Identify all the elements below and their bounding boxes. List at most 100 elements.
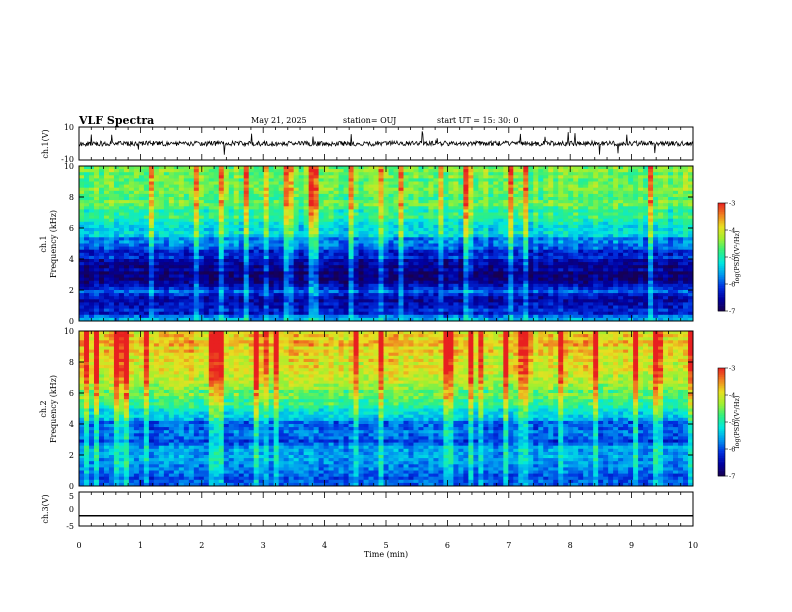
spectrogram-cell xyxy=(93,231,100,235)
spectrogram-cell xyxy=(448,252,454,257)
spectrogram-cell xyxy=(218,169,225,173)
spectrogram-cell xyxy=(93,237,100,241)
spectrogram-cell xyxy=(338,215,344,220)
spectrogram-cell xyxy=(328,184,334,189)
spectrogram-cell xyxy=(113,243,120,247)
spectrogram-cell xyxy=(273,184,280,189)
spectrogram-cell xyxy=(568,286,574,291)
spectrogram-cell xyxy=(238,259,245,263)
spectrogram-cell xyxy=(148,246,155,251)
spectrogram-cell xyxy=(528,166,534,170)
spectrogram-cell xyxy=(363,221,369,226)
spectrogram-cell xyxy=(173,200,180,204)
spectrogram-cell xyxy=(448,193,454,198)
spectrogram-cell xyxy=(633,209,639,213)
spectrogram-cell xyxy=(238,255,245,260)
spectrogram-cell xyxy=(498,274,504,278)
spectrogram-cell xyxy=(508,231,514,235)
spectrogram-cell xyxy=(453,178,459,182)
spectrogram-cell xyxy=(138,237,145,241)
spectrogram-cell xyxy=(393,262,399,266)
spectrogram-cell xyxy=(328,178,334,182)
spectrogram-cell xyxy=(688,286,694,291)
spectrogram-cell xyxy=(178,190,185,195)
spectrogram-cell xyxy=(223,268,230,272)
spectrogram-cell xyxy=(478,193,484,198)
spectrogram-cell xyxy=(323,268,329,272)
spectrogram-cell xyxy=(628,262,634,266)
spectrogram-cell xyxy=(303,178,310,182)
spectrogram-cell xyxy=(253,231,260,235)
spectrogram-cell xyxy=(523,203,529,207)
spectrogram-cell xyxy=(183,271,190,275)
spectrogram-cell xyxy=(408,265,414,269)
spectrogram-cell xyxy=(128,175,135,179)
spectrogram-cell xyxy=(558,212,564,216)
spectrogram-cell xyxy=(618,255,624,260)
spectrogram-cell xyxy=(133,290,140,294)
spectrogram-cell xyxy=(553,249,559,254)
spectrogram-cell xyxy=(188,283,195,288)
spectrogram-cell xyxy=(113,255,120,260)
spectrogram-cell xyxy=(203,172,210,176)
spectrogram-cell xyxy=(503,243,509,247)
spectrogram-cell xyxy=(278,268,285,272)
spectrogram-cell xyxy=(538,283,544,288)
spectrogram-cell xyxy=(463,237,469,241)
spectrogram-cell xyxy=(678,262,684,266)
spectrogram-cell xyxy=(343,237,349,241)
spectrogram-cell xyxy=(253,249,260,254)
spectrogram-cell xyxy=(678,240,684,244)
spectrogram-cell xyxy=(618,175,624,179)
spectrogram-cell xyxy=(458,203,464,207)
spectrogram-cell xyxy=(673,215,679,220)
spectrogram-cell xyxy=(333,252,339,257)
spectrogram-cell xyxy=(253,259,260,263)
spectrogram-cell xyxy=(438,274,444,278)
spectrogram-cell xyxy=(268,169,275,173)
spectrogram-cell xyxy=(233,215,240,220)
spectrogram-cell xyxy=(398,197,404,201)
spectrogram-cell xyxy=(133,190,140,195)
spectrogram-cell xyxy=(258,166,265,170)
spectrogram-cell xyxy=(323,286,329,291)
spectrogram-cell xyxy=(308,231,315,235)
spectrogram-cell xyxy=(158,181,165,185)
spectrogram-cell xyxy=(453,271,459,275)
spectrogram-cell xyxy=(108,166,115,170)
spectrogram-cell xyxy=(258,262,265,266)
spectrogram-cell xyxy=(658,178,664,182)
spectrogram-cell xyxy=(633,187,639,192)
spectrogram-cell xyxy=(608,249,614,254)
spectrogram-cell xyxy=(288,259,295,263)
spectrogram-cell xyxy=(123,175,130,179)
spectrogram-cell xyxy=(493,237,499,241)
spectrogram-cell xyxy=(138,228,145,232)
spectrogram-cell xyxy=(188,197,195,201)
spectrogram-cell xyxy=(473,234,479,238)
spectrogram-cell xyxy=(313,274,320,278)
spectrogram-cell xyxy=(443,190,449,195)
spectrogram-cell xyxy=(503,221,509,226)
spectrogram-cell xyxy=(123,249,130,254)
spectrogram-cell xyxy=(198,215,205,220)
spectrogram-cell xyxy=(308,265,315,269)
spectrogram-cell xyxy=(153,203,160,207)
spectrogram-cell xyxy=(233,209,240,213)
spectrogram-cell xyxy=(528,255,534,260)
spectrogram-cell xyxy=(493,252,499,257)
spectrogram-cell xyxy=(79,178,85,182)
spectrogram-cell xyxy=(578,228,584,232)
spectrogram-cell xyxy=(473,193,479,198)
spectrogram-cell xyxy=(548,243,554,247)
spectrogram-cell xyxy=(338,209,344,213)
spectrogram-cell xyxy=(328,215,334,220)
spectrogram-cell xyxy=(383,178,389,182)
spectrogram-cell xyxy=(683,252,689,257)
spectrogram-cell xyxy=(223,193,230,198)
spectrogram-cell xyxy=(483,224,489,229)
spectrogram-cell xyxy=(433,268,439,272)
spectrogram-cell xyxy=(478,190,484,195)
spectrogram-cell xyxy=(483,169,489,173)
spectrogram-cell xyxy=(663,215,669,220)
